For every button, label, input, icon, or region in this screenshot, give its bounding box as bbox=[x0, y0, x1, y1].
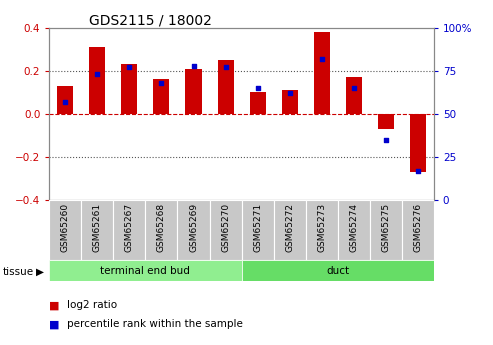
Bar bbox=[346, 77, 362, 114]
Bar bbox=[306, 200, 338, 260]
Point bbox=[157, 80, 165, 86]
Point bbox=[221, 65, 229, 70]
Bar bbox=[153, 79, 170, 114]
Bar bbox=[378, 114, 394, 129]
Point bbox=[61, 99, 69, 105]
Point bbox=[94, 71, 102, 77]
Text: GSM65272: GSM65272 bbox=[285, 203, 294, 252]
Point bbox=[253, 85, 261, 91]
Text: ■: ■ bbox=[49, 319, 60, 329]
Text: GSM65276: GSM65276 bbox=[413, 203, 423, 252]
Text: GSM65274: GSM65274 bbox=[349, 203, 358, 252]
Point bbox=[317, 56, 325, 61]
Bar bbox=[249, 92, 266, 114]
Bar bbox=[49, 200, 81, 260]
Text: GSM65261: GSM65261 bbox=[93, 203, 102, 252]
Text: ▶: ▶ bbox=[35, 267, 43, 276]
Point bbox=[189, 63, 197, 68]
Bar bbox=[274, 200, 306, 260]
Bar bbox=[145, 200, 177, 260]
Bar bbox=[49, 260, 242, 281]
Bar bbox=[57, 86, 73, 114]
Text: GSM65267: GSM65267 bbox=[125, 203, 134, 252]
Bar bbox=[89, 47, 106, 114]
Point bbox=[414, 168, 422, 174]
Bar bbox=[242, 200, 274, 260]
Text: GSM65273: GSM65273 bbox=[317, 203, 326, 252]
Text: duct: duct bbox=[326, 266, 349, 276]
Bar bbox=[113, 200, 145, 260]
Text: GDS2115 / 18002: GDS2115 / 18002 bbox=[89, 14, 211, 28]
Point bbox=[286, 90, 294, 96]
Text: GSM65275: GSM65275 bbox=[381, 203, 390, 252]
Text: log2 ratio: log2 ratio bbox=[67, 300, 117, 310]
Point bbox=[125, 65, 133, 70]
Bar bbox=[81, 200, 113, 260]
Bar bbox=[338, 200, 370, 260]
Text: terminal end bud: terminal end bud bbox=[101, 266, 190, 276]
Bar bbox=[402, 200, 434, 260]
Text: GSM65270: GSM65270 bbox=[221, 203, 230, 252]
Bar bbox=[217, 60, 234, 114]
Bar bbox=[210, 200, 242, 260]
Bar bbox=[185, 69, 202, 114]
Bar bbox=[410, 114, 426, 172]
Bar bbox=[314, 32, 330, 114]
Text: GSM65260: GSM65260 bbox=[61, 203, 70, 252]
Text: tissue: tissue bbox=[2, 267, 34, 276]
Text: GSM65268: GSM65268 bbox=[157, 203, 166, 252]
Text: GSM65271: GSM65271 bbox=[253, 203, 262, 252]
Point bbox=[350, 85, 357, 91]
Text: percentile rank within the sample: percentile rank within the sample bbox=[67, 319, 243, 329]
Bar bbox=[242, 260, 434, 281]
Text: ■: ■ bbox=[49, 300, 60, 310]
Point bbox=[382, 137, 389, 142]
Text: GSM65269: GSM65269 bbox=[189, 203, 198, 252]
Bar bbox=[370, 200, 402, 260]
Bar bbox=[121, 64, 138, 114]
Bar bbox=[177, 200, 210, 260]
Bar bbox=[282, 90, 298, 114]
